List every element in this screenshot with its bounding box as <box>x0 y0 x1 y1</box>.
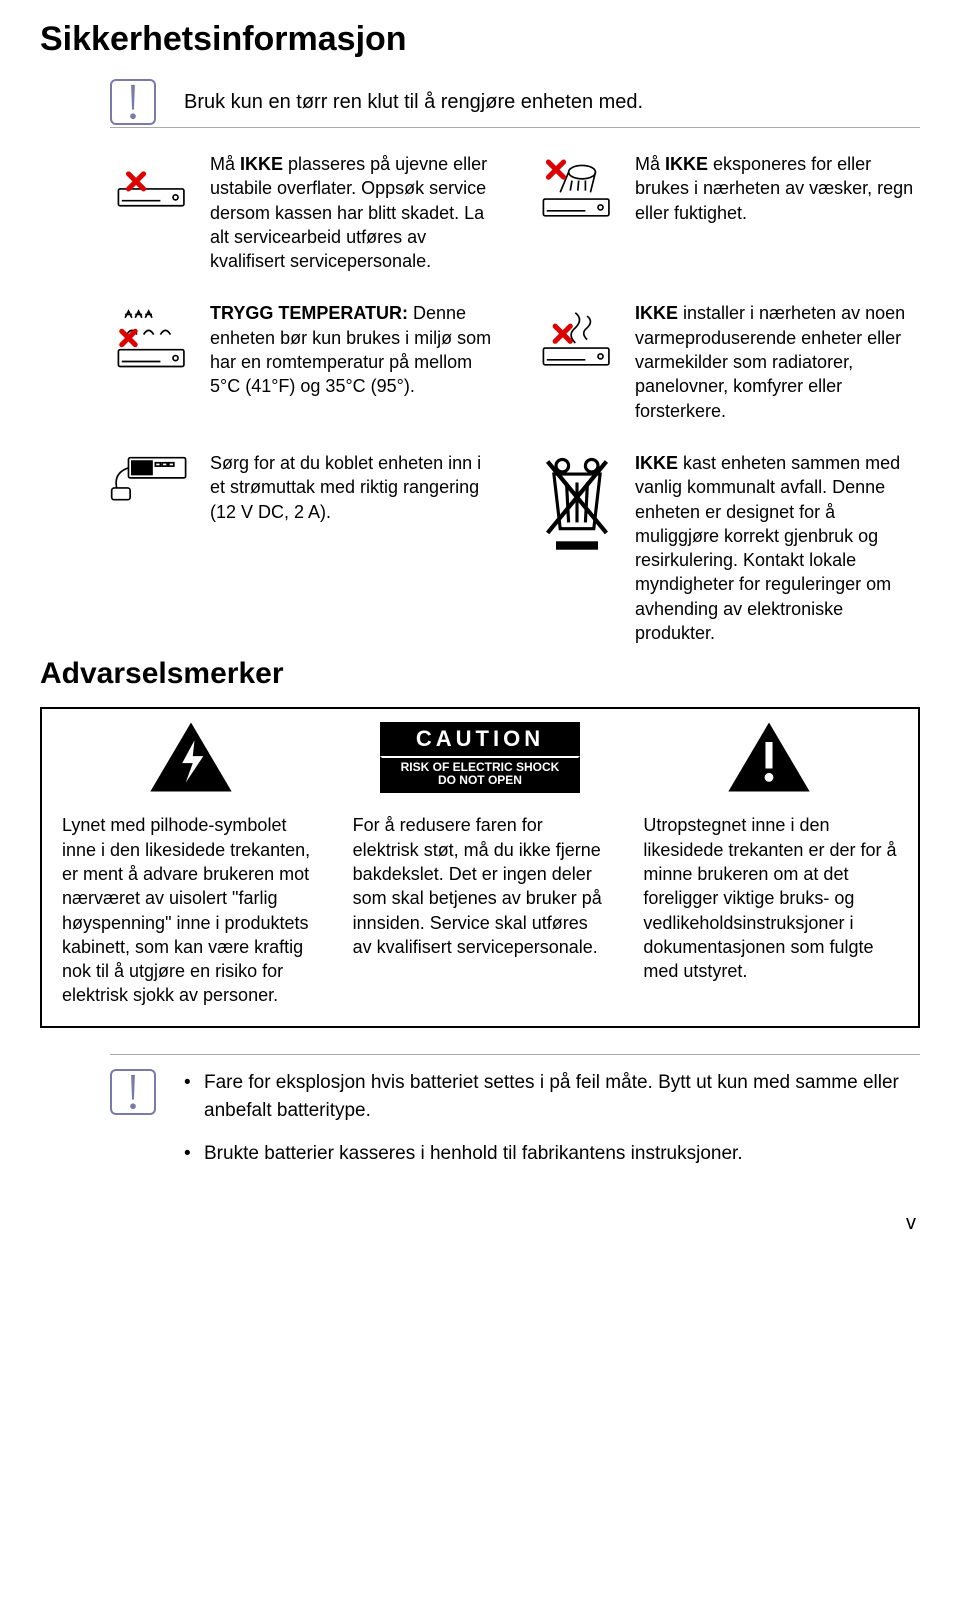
warning-icon <box>110 1069 156 1115</box>
cleaning-note-row: Bruk kun en tørr ren klut til å rengjøre… <box>110 79 920 128</box>
block-heat-source: IKKE installer i nærheten av noen varmep… <box>535 301 920 422</box>
block-power-rating: Sørg for at du koblet enheten inn i et s… <box>110 451 495 645</box>
safety-blocks: Må IKKE plasseres på ujevne eller ustabi… <box>110 152 920 645</box>
block-text: Må IKKE plasseres på ujevne eller ustabi… <box>210 152 495 273</box>
power-adapter-icon <box>110 451 194 510</box>
exclaim-triangle-icon <box>721 719 817 795</box>
page-number: v <box>40 1212 920 1235</box>
shock-triangle-icon <box>143 719 239 795</box>
battery-notes: Fare for eksplosjon hvis batteriet sette… <box>110 1054 920 1183</box>
block-temperature: TRYGG TEMPERATUR: Denne enheten bør kun … <box>110 301 495 422</box>
block-text: Sørg for at du koblet enheten inn i et s… <box>210 451 495 524</box>
battery-note-explosion: Fare for eksplosjon hvis batteriet sette… <box>184 1069 920 1126</box>
page-title: Sikkerhetsinformasjon <box>40 20 920 59</box>
caution-top: CAUTION <box>380 722 580 756</box>
block-text: TRYGG TEMPERATUR: Denne enheten bør kun … <box>210 301 495 398</box>
block-text: IKKE kast enheten sammen med vanlig komm… <box>635 451 920 645</box>
no-unstable-icon <box>110 152 194 219</box>
block-text: IKKE installer i nærheten av noen varmep… <box>635 301 920 422</box>
warning-col-cover: For å redusere faren for elektrisk støt,… <box>353 813 608 1007</box>
temperature-icon <box>110 301 194 377</box>
warning-col-manual: Utropstegnet inne i den likesidede treka… <box>643 813 898 1007</box>
block-unstable-surface: Må IKKE plasseres på ujevne eller ustabi… <box>110 152 495 273</box>
warning-box: CAUTION RISK OF ELECTRIC SHOCKDO NOT OPE… <box>40 707 920 1027</box>
battery-note-disposal: Brukte batterier kasseres i henhold til … <box>184 1140 920 1169</box>
caution-bottom: RISK OF ELECTRIC SHOCKDO NOT OPEN <box>380 756 580 794</box>
warning-labels-heading: Advarselsmerker <box>40 657 920 691</box>
caution-label: CAUTION RISK OF ELECTRIC SHOCKDO NOT OPE… <box>380 722 580 794</box>
weee-icon <box>535 451 619 556</box>
block-disposal: IKKE kast enheten sammen med vanlig komm… <box>535 451 920 645</box>
cleaning-text: Bruk kun en tørr ren klut til å rengjøre… <box>184 91 643 114</box>
no-liquid-icon <box>535 152 619 228</box>
warning-icon <box>110 79 156 125</box>
block-liquid: Må IKKE eksponeres for eller brukes i næ… <box>535 152 920 273</box>
no-heat-icon <box>535 301 619 377</box>
warning-col-shock: Lynet med pilhode-symbolet inne i den li… <box>62 813 317 1007</box>
block-text: Må IKKE eksponeres for eller brukes i næ… <box>635 152 920 225</box>
